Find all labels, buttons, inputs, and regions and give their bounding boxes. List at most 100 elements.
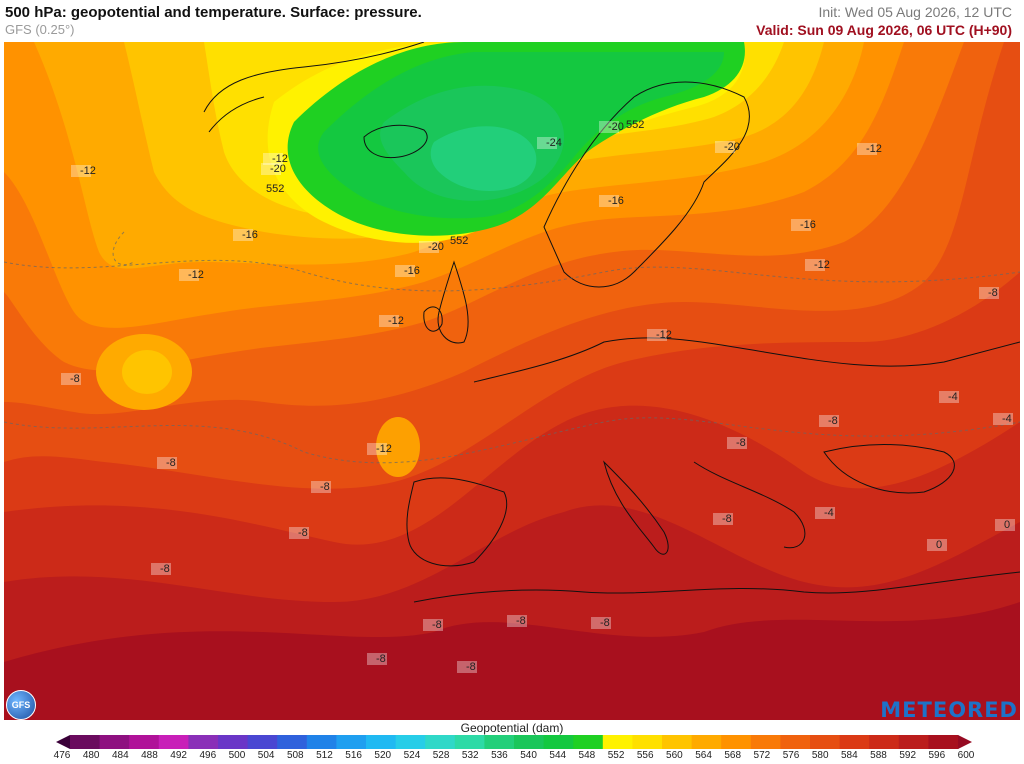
temp-label-bg	[261, 163, 281, 175]
scale-cell	[898, 735, 929, 749]
temp-label-bg	[599, 121, 619, 133]
scale-cell	[750, 735, 781, 749]
temperature-label: -8	[736, 437, 746, 449]
temperature-label: -8	[988, 287, 998, 299]
scale-tick-label: 536	[491, 750, 508, 761]
temp-label-bg	[71, 165, 91, 177]
temperature-label: -16	[608, 195, 624, 207]
temp-label-bg	[995, 519, 1015, 531]
temperature-label: -16	[404, 265, 420, 277]
scale-cell	[218, 735, 249, 749]
scale-tick-label: 508	[286, 750, 304, 761]
temperature-label: -4	[824, 507, 834, 519]
scale-tick-label: 488	[141, 750, 158, 761]
temp-label-bg	[647, 329, 667, 341]
temp-label-bg	[791, 219, 811, 231]
temperature-label: -8	[376, 653, 386, 665]
isotherm-2	[4, 417, 1020, 464]
scale-arrow-high	[958, 735, 972, 749]
temperature-label: -20	[270, 163, 286, 175]
temperature-label: -8	[70, 373, 80, 385]
temperature-label: -8	[516, 615, 526, 627]
scale-tick-label: 492	[170, 750, 187, 761]
scale-tick-label: 588	[870, 750, 887, 761]
greenland-coast	[203, 42, 425, 113]
isotherm-3	[112, 231, 135, 266]
scale-tick-label: 540	[520, 750, 537, 761]
temp-label-bg	[61, 373, 81, 385]
scandinavia-coast	[543, 81, 750, 288]
temp-label-bg	[927, 539, 947, 551]
scale-cell	[336, 735, 367, 749]
scale-tick-label: 596	[928, 750, 946, 761]
greenland-tip	[208, 96, 265, 133]
temperature-label: -24	[546, 137, 562, 149]
temp-label-bg	[993, 413, 1013, 425]
contour-label-552: 552	[266, 183, 284, 195]
scale-cell	[129, 735, 160, 749]
temperature-label: -20	[428, 241, 444, 253]
temp-label-bg	[939, 391, 959, 403]
scale-tick-label: 496	[199, 750, 217, 761]
contour-label-552: 552	[450, 235, 468, 247]
temperature-label: -8	[298, 527, 308, 539]
map-title: 500 hPa: geopotential and temperature. S…	[5, 4, 422, 21]
scale-tick-label: 480	[82, 750, 100, 761]
temp-label-bg	[367, 653, 387, 665]
temperature-label: -20	[724, 141, 740, 153]
scale-cell	[662, 735, 693, 749]
scale-tick-label: 568	[724, 750, 742, 761]
scale-cell	[602, 735, 633, 749]
iberia-coast	[406, 477, 508, 567]
scale-cell	[484, 735, 515, 749]
temp-label-bg	[379, 315, 399, 327]
temperature-label: -8	[600, 617, 610, 629]
temperature-labels: -24 -20 -20 -20 -20 -16 -16 -16 -16 -12 -12 -12 -12 -…	[61, 121, 1015, 673]
scale-cell	[395, 735, 426, 749]
scale-cell	[573, 735, 604, 749]
scale-tick-label: 500	[228, 750, 246, 761]
scale-cell	[70, 735, 101, 749]
scale-tick-label: 528	[432, 750, 450, 761]
scale-tick-label: 532	[461, 750, 479, 761]
temp-label-bg	[179, 269, 199, 281]
temperature-label: -8	[828, 415, 838, 427]
north-africa-coast	[413, 571, 1020, 603]
temperature-label: -12	[656, 329, 672, 341]
weather-map[interactable]: -24 -20 -20 -20 -20 -16 -16 -16 -16 -12 -12 -12 -12 -…	[4, 42, 1020, 720]
scale-tick-label: 580	[811, 750, 829, 761]
scale-tick-label: 516	[345, 750, 362, 761]
scale-cell	[366, 735, 397, 749]
temp-label-bg	[537, 137, 557, 149]
scale-tick-label: 572	[753, 750, 771, 761]
continent-north-coast	[473, 337, 1020, 383]
temperature-label: -8	[320, 481, 330, 493]
model-label: GFS (0.25°)	[5, 22, 75, 37]
scale-tick-label: 592	[899, 750, 917, 761]
scale-cell	[928, 735, 959, 749]
scale-ticks: 476 480 484 488 492 496 500 504 508 512 516 520 524 5…	[53, 750, 975, 762]
meteored-logo: METEORED	[880, 698, 1018, 722]
temp-label-bg	[157, 457, 177, 469]
temp-label-bg	[423, 619, 443, 631]
temperature-label: 0	[1004, 519, 1010, 531]
temp-label-bg	[979, 287, 999, 299]
gfs-logo: GFS	[6, 690, 36, 720]
temperature-label: -8	[466, 661, 476, 673]
scale-tick-label: 600	[957, 750, 975, 761]
scale-cell	[810, 735, 841, 749]
temperature-label: -12	[376, 443, 392, 455]
temp-label-bg	[591, 617, 611, 629]
temp-label-bg	[819, 415, 839, 427]
scale-cell	[691, 735, 722, 749]
iceland-coast	[363, 124, 428, 159]
ireland-coast	[423, 306, 443, 332]
scale-tick-label: 476	[53, 750, 71, 761]
temperature-label: -16	[242, 229, 258, 241]
temp-label-bg	[395, 265, 415, 277]
temperature-label: -20	[608, 121, 624, 133]
temp-label-bg	[367, 443, 387, 455]
scale-cell	[514, 735, 545, 749]
scale-cell	[869, 735, 900, 749]
scale-cell	[454, 735, 485, 749]
